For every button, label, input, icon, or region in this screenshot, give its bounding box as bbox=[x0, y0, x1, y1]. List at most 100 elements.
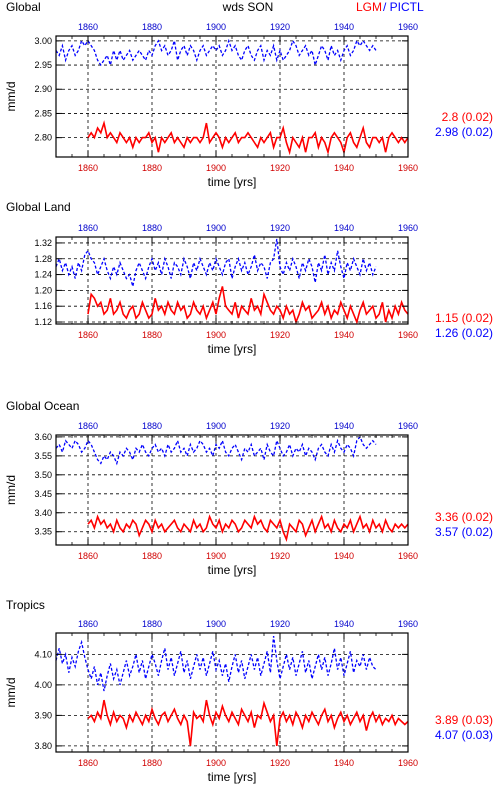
stat-label: 2.98 (0.02) bbox=[435, 125, 493, 139]
x-tick-label-top: 1900 bbox=[206, 421, 226, 431]
x-tick-label-top: 1960 bbox=[398, 22, 418, 32]
y-tick-label: 1.16 bbox=[34, 301, 52, 311]
x-axis-label: time [yrs] bbox=[208, 563, 257, 577]
x-tick-label-bottom: 1960 bbox=[398, 758, 418, 768]
stat-label: 3.89 (0.03) bbox=[435, 713, 493, 727]
minor-ticks bbox=[55, 633, 409, 752]
x-tick-label-bottom: 1920 bbox=[270, 163, 290, 173]
x-tick-label-top: 1880 bbox=[142, 223, 162, 233]
x-tick-label-bottom: 1880 bbox=[142, 551, 162, 561]
x-tick-label-top: 1860 bbox=[78, 421, 98, 431]
y-tick-label: 1.20 bbox=[34, 285, 52, 295]
y-tick-label: 3.35 bbox=[34, 527, 52, 537]
x-tick-label-bottom: 1940 bbox=[334, 551, 354, 561]
series-line-pictl bbox=[55, 435, 377, 466]
x-tick-label-bottom: 1860 bbox=[78, 163, 98, 173]
series-line-lgm bbox=[87, 120, 409, 156]
x-tick-label-top: 1880 bbox=[142, 22, 162, 32]
x-tick-label-top: 1880 bbox=[142, 421, 162, 431]
y-tick-label: 4.00 bbox=[34, 680, 52, 690]
series-line-lgm bbox=[87, 699, 409, 747]
x-tick-label-bottom: 1900 bbox=[206, 758, 226, 768]
y-tick-label: 3.80 bbox=[34, 741, 52, 751]
series-line-lgm bbox=[87, 286, 409, 325]
minor-ticks bbox=[55, 237, 409, 324]
x-tick-label-bottom: 1960 bbox=[398, 163, 418, 173]
y-tick-label: 1.24 bbox=[34, 270, 52, 280]
y-axis-label: mm/d bbox=[4, 82, 18, 112]
x-tick-label-top: 1860 bbox=[78, 619, 98, 629]
x-axis-label: time [yrs] bbox=[208, 175, 257, 189]
legend-lgm: LGM bbox=[356, 0, 382, 14]
x-tick-label-bottom: 1940 bbox=[334, 330, 354, 340]
x-tick-label-bottom: 1940 bbox=[334, 163, 354, 173]
y-tick-label: 1.32 bbox=[34, 238, 52, 248]
plot-frame bbox=[55, 632, 409, 753]
x-tick-label-bottom: 1880 bbox=[142, 758, 162, 768]
x-tick-label-top: 1920 bbox=[270, 421, 290, 431]
x-tick-label-bottom: 1920 bbox=[270, 330, 290, 340]
series-line-pictl bbox=[55, 38, 377, 68]
x-tick-label-top: 1940 bbox=[334, 421, 354, 431]
y-tick-label: 3.50 bbox=[34, 470, 52, 480]
x-axis-label: time [yrs] bbox=[208, 770, 257, 784]
x-tick-label-bottom: 1900 bbox=[206, 330, 226, 340]
x-tick-label-top: 1960 bbox=[398, 223, 418, 233]
y-axis-label: mm/d bbox=[4, 678, 18, 708]
x-axis-label: time [yrs] bbox=[208, 342, 257, 356]
stat-label: 4.07 (0.03) bbox=[435, 728, 493, 742]
y-tick-label: 3.60 bbox=[34, 432, 52, 442]
x-tick-label-top: 1900 bbox=[206, 619, 226, 629]
y-tick-label: 3.00 bbox=[34, 36, 52, 46]
figure-title: wds SON bbox=[222, 0, 274, 14]
x-tick-label-top: 1960 bbox=[398, 421, 418, 431]
y-tick-label: 2.95 bbox=[34, 60, 52, 70]
x-tick-label-top: 1920 bbox=[270, 223, 290, 233]
x-tick-label-bottom: 1920 bbox=[270, 758, 290, 768]
y-tick-label: 1.12 bbox=[34, 317, 52, 327]
x-tick-label-bottom: 1880 bbox=[142, 163, 162, 173]
x-tick-label-bottom: 1960 bbox=[398, 330, 418, 340]
y-tick-label: 2.80 bbox=[34, 133, 52, 143]
x-tick-label-top: 1860 bbox=[78, 223, 98, 233]
y-tick-label: 3.40 bbox=[34, 508, 52, 518]
x-tick-label-bottom: 1940 bbox=[334, 758, 354, 768]
x-tick-label-top: 1900 bbox=[206, 22, 226, 32]
x-tick-label-bottom: 1860 bbox=[78, 330, 98, 340]
legend-pictl: / PICTL bbox=[383, 0, 424, 14]
x-tick-label-top: 1900 bbox=[206, 223, 226, 233]
x-tick-label-top: 1920 bbox=[270, 22, 290, 32]
panel-title: Global Ocean bbox=[6, 399, 79, 413]
series-line-pictl bbox=[55, 636, 377, 692]
y-tick-label: 4.10 bbox=[34, 649, 52, 659]
stat-label: 1.26 (0.02) bbox=[435, 326, 493, 340]
x-tick-label-bottom: 1920 bbox=[270, 551, 290, 561]
y-tick-label: 2.90 bbox=[34, 84, 52, 94]
y-tick-label: 3.55 bbox=[34, 451, 52, 461]
grid-lines bbox=[56, 633, 408, 752]
plot-frame bbox=[55, 236, 409, 325]
y-axis-label: mm/d bbox=[4, 475, 18, 505]
stat-label: 3.57 (0.02) bbox=[435, 525, 493, 539]
x-tick-label-top: 1860 bbox=[78, 22, 98, 32]
stat-label: 3.36 (0.02) bbox=[435, 510, 493, 524]
x-tick-label-bottom: 1880 bbox=[142, 330, 162, 340]
panel-title: Global bbox=[6, 0, 41, 14]
stat-label: 2.8 (0.02) bbox=[442, 110, 493, 124]
y-tick-label: 3.45 bbox=[34, 489, 52, 499]
panel-title: Tropics bbox=[6, 598, 45, 612]
y-tick-label: 3.90 bbox=[34, 710, 52, 720]
x-tick-label-top: 1940 bbox=[334, 223, 354, 233]
grid-lines bbox=[56, 237, 408, 324]
series-line-lgm bbox=[87, 514, 409, 542]
y-tick-label: 2.85 bbox=[34, 108, 52, 118]
panel-title: Global Land bbox=[6, 200, 71, 214]
x-tick-label-top: 1960 bbox=[398, 619, 418, 629]
x-tick-label-top: 1880 bbox=[142, 619, 162, 629]
x-tick-label-bottom: 1900 bbox=[206, 551, 226, 561]
y-tick-label: 1.28 bbox=[34, 254, 52, 264]
x-tick-label-bottom: 1860 bbox=[78, 758, 98, 768]
x-tick-label-top: 1920 bbox=[270, 619, 290, 629]
x-tick-label-top: 1940 bbox=[334, 619, 354, 629]
